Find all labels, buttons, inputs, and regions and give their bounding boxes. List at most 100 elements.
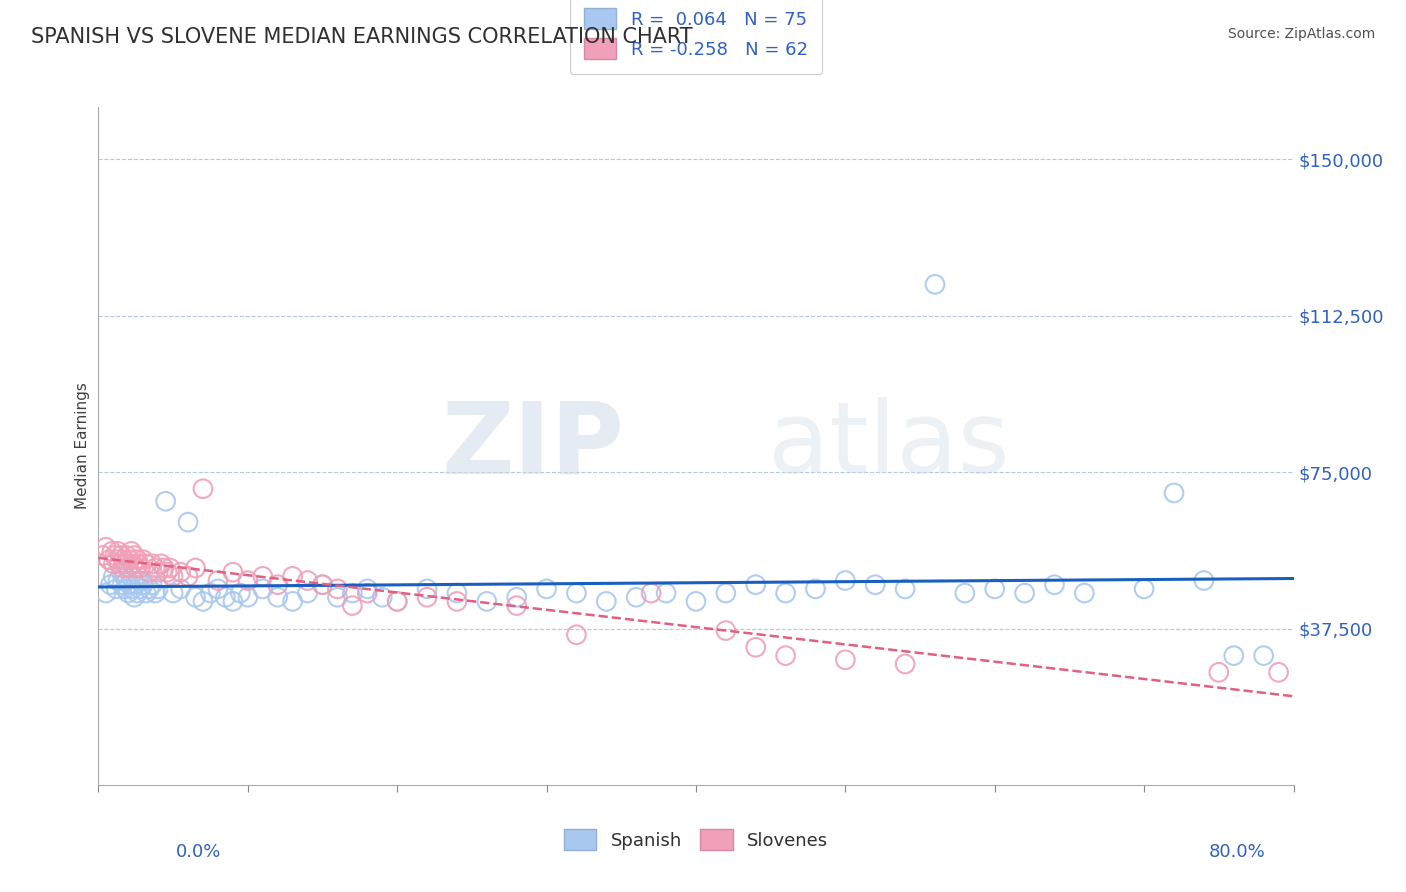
Point — [745, 640, 768, 655]
Point — [894, 582, 917, 596]
Point — [169, 582, 191, 596]
Point — [714, 624, 737, 638]
Point — [124, 591, 146, 605]
Point — [138, 565, 160, 579]
Point — [1133, 582, 1156, 596]
Point — [177, 569, 200, 583]
Point — [108, 557, 131, 571]
Point — [865, 578, 887, 592]
Point — [125, 578, 148, 592]
Point — [655, 586, 678, 600]
Point — [385, 594, 409, 608]
Point — [94, 540, 117, 554]
Point — [1192, 574, 1215, 588]
Point — [132, 578, 155, 592]
Point — [138, 582, 160, 596]
Point — [222, 594, 245, 608]
Point — [1163, 486, 1185, 500]
Point — [127, 586, 149, 600]
Point — [162, 569, 184, 583]
Point — [105, 552, 128, 566]
Point — [804, 582, 827, 596]
Point — [98, 578, 122, 592]
Point — [297, 574, 319, 588]
Point — [311, 578, 333, 592]
Point — [326, 591, 349, 605]
Point — [267, 591, 290, 605]
Point — [416, 582, 439, 596]
Point — [984, 582, 1007, 596]
Point — [127, 552, 149, 566]
Point — [714, 586, 737, 600]
Point — [143, 586, 166, 600]
Point — [446, 594, 468, 608]
Point — [184, 561, 207, 575]
Text: ZIP: ZIP — [441, 398, 624, 494]
Point — [101, 544, 124, 558]
Text: SPANISH VS SLOVENE MEDIAN EARNINGS CORRELATION CHART: SPANISH VS SLOVENE MEDIAN EARNINGS CORRE… — [31, 27, 693, 46]
Point — [115, 574, 138, 588]
Point — [120, 569, 142, 583]
Point — [117, 561, 139, 575]
Y-axis label: Median Earnings: Median Earnings — [75, 383, 90, 509]
Point — [125, 561, 148, 575]
Point — [356, 582, 378, 596]
Point — [121, 582, 143, 596]
Point — [153, 561, 176, 575]
Point — [111, 578, 134, 592]
Point — [110, 549, 132, 563]
Point — [97, 552, 120, 566]
Point — [114, 557, 136, 571]
Point — [156, 565, 179, 579]
Point — [506, 591, 529, 605]
Point — [150, 557, 173, 571]
Point — [1223, 648, 1246, 663]
Point — [115, 549, 138, 563]
Point — [128, 557, 150, 571]
Point — [1267, 665, 1289, 680]
Point — [416, 591, 439, 605]
Point — [775, 586, 797, 600]
Point — [120, 544, 142, 558]
Point — [200, 586, 222, 600]
Point — [229, 586, 252, 600]
Point — [640, 586, 662, 600]
Point — [111, 561, 134, 575]
Point — [155, 494, 177, 508]
Point — [834, 574, 856, 588]
Point — [191, 482, 214, 496]
Point — [148, 565, 170, 579]
Text: 80.0%: 80.0% — [1209, 843, 1265, 861]
Point — [112, 569, 135, 583]
Point — [124, 549, 146, 563]
Point — [281, 594, 304, 608]
Point — [595, 594, 617, 608]
Point — [129, 582, 152, 596]
Point — [1073, 586, 1095, 600]
Point — [565, 586, 588, 600]
Point — [342, 599, 364, 613]
Point — [953, 586, 976, 600]
Point — [342, 586, 364, 600]
Point — [103, 569, 125, 583]
Point — [834, 653, 856, 667]
Point — [121, 557, 143, 571]
Point — [385, 594, 409, 608]
Point — [1014, 586, 1036, 600]
Point — [118, 578, 141, 592]
Point — [1208, 665, 1230, 680]
Point — [114, 582, 136, 596]
Point — [236, 574, 259, 588]
Point — [311, 578, 333, 592]
Point — [326, 582, 349, 596]
Point — [924, 277, 946, 292]
Legend: Spanish, Slovenes: Spanish, Slovenes — [557, 822, 835, 857]
Point — [143, 561, 166, 575]
Point — [169, 565, 191, 579]
Point — [107, 574, 129, 588]
Text: atlas: atlas — [768, 398, 1010, 494]
Point — [207, 574, 229, 588]
Point — [148, 582, 170, 596]
Point — [506, 599, 529, 613]
Point — [107, 544, 129, 558]
